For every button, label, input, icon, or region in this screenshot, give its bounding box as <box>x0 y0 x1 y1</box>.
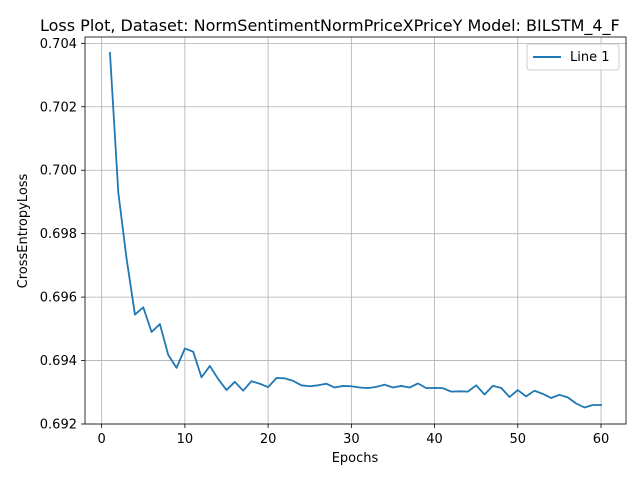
x-tick-label: 20 <box>260 432 277 447</box>
y-tick-label: 0.704 <box>40 37 77 52</box>
x-tick-label: 60 <box>593 432 610 447</box>
y-axis-label: CrossEntropyLoss <box>16 173 31 288</box>
chart-title: Loss Plot, Dataset: NormSentimentNormPri… <box>40 16 620 36</box>
y-tick-label: 0.696 <box>40 291 77 306</box>
x-axis-label: Epochs <box>332 451 379 466</box>
legend-label-line-1: Line 1 <box>570 50 610 65</box>
legend: Line 1 <box>526 43 620 71</box>
x-tick-label: 50 <box>510 432 527 447</box>
x-tick-label: 40 <box>426 432 443 447</box>
series-line-1 <box>109 51 602 409</box>
x-tick-label: 0 <box>98 432 106 447</box>
legend-box <box>526 43 620 71</box>
x-tick-label: 30 <box>343 432 360 447</box>
y-tick-label: 0.702 <box>40 100 77 115</box>
plot-area-frame <box>84 36 627 425</box>
series-layer <box>109 51 602 409</box>
y-tick-label: 0.698 <box>40 227 77 242</box>
y-tick-label: 0.700 <box>40 164 77 179</box>
grid-lines <box>85 37 626 425</box>
y-tick-label: 0.692 <box>40 418 77 433</box>
x-tick-label: 10 <box>177 432 194 447</box>
axis-ticks: 0 10 20 30 40 50 60 0.692 0.694 0.696 0.698 0.700 0.… <box>40 37 610 447</box>
y-tick-label: 0.694 <box>40 354 77 369</box>
